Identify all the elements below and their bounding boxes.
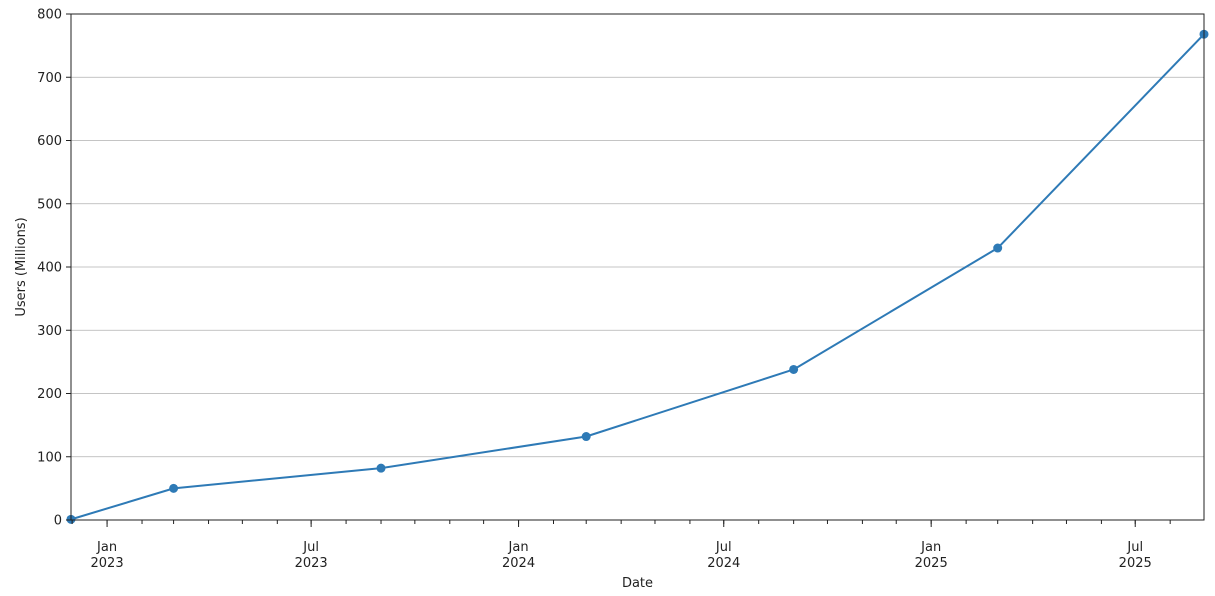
x-tick-label-year: 2023: [295, 556, 328, 571]
x-tick-label-month: Jul: [302, 540, 319, 555]
y-axis-title: Users (Millions): [14, 217, 29, 316]
x-tick-label-year: 2023: [91, 556, 124, 571]
y-tick-label: 800: [37, 8, 62, 23]
y-tick-label: 200: [37, 387, 62, 402]
y-tick-label: 700: [37, 71, 62, 86]
x-tick-label-year: 2024: [502, 556, 535, 571]
x-tick-label-month: Jul: [1126, 540, 1143, 555]
series-line: [70, 33, 1205, 521]
data-point: [376, 463, 386, 473]
x-tick-label-month: Jan: [96, 540, 117, 555]
x-tick-label-year: 2025: [1119, 556, 1152, 571]
x-tick-label-month: Jan: [508, 540, 529, 555]
data-point: [789, 364, 799, 374]
gridlines: [71, 13, 1204, 521]
data-point: [993, 243, 1003, 253]
series-layer: [66, 29, 1209, 524]
x-axis: Jan2023Jul2023Jan2024Jul2024Jan2025Jul20…: [71, 520, 1171, 571]
y-tick-label: 0: [54, 514, 62, 529]
x-tick-label-year: 2024: [707, 556, 740, 571]
x-tick-label-year: 2025: [915, 556, 948, 571]
y-tick-label: 300: [37, 324, 62, 339]
y-tick-label: 400: [37, 261, 62, 276]
y-tick-label: 500: [37, 197, 62, 212]
data-point: [169, 483, 179, 493]
y-tick-label: 600: [37, 134, 62, 149]
x-tick-label-month: Jul: [715, 540, 732, 555]
x-tick-label-month: Jan: [920, 540, 941, 555]
y-tick-label: 100: [37, 450, 62, 465]
y-axis: 0 100 200 300 400 500 600 700 800: [37, 8, 71, 529]
data-point: [581, 432, 591, 442]
x-axis-title: Date: [622, 576, 653, 591]
